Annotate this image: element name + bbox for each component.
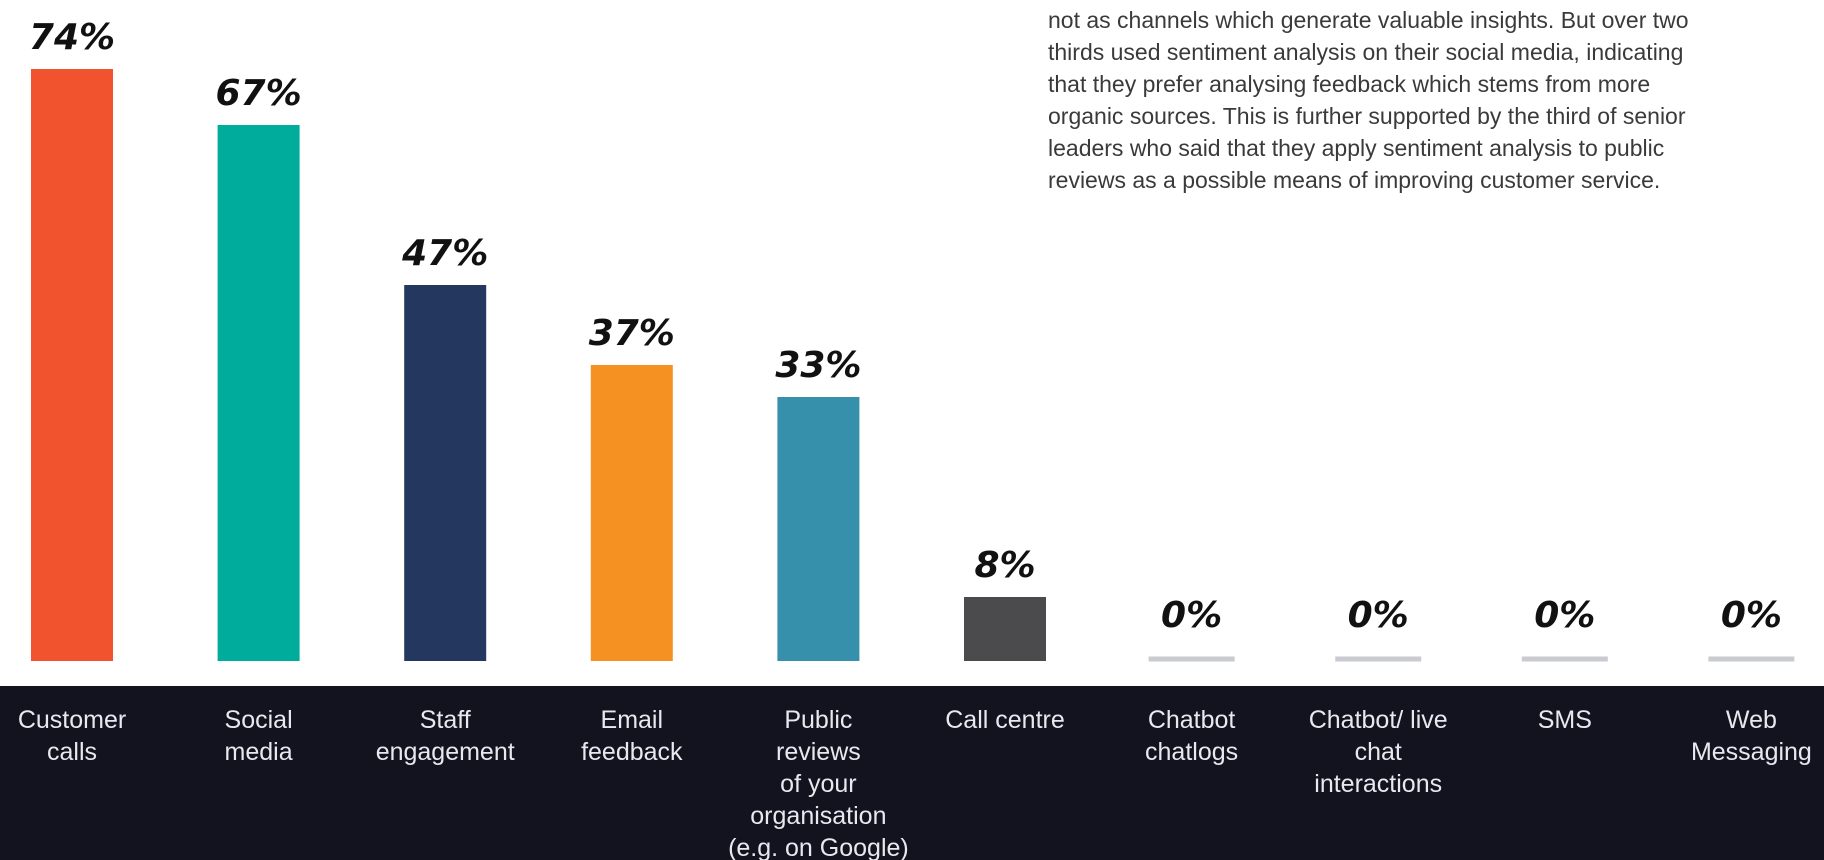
x-tick-label: Customer calls [18, 706, 126, 766]
note-line: not as channels which generate valuable … [1048, 7, 1689, 33]
value-label: 67% [216, 73, 302, 114]
bar [217, 125, 300, 661]
bar [404, 285, 487, 661]
value-label: 0% [1348, 595, 1409, 636]
x-tick-label: Staff engagement [376, 706, 515, 766]
bar [777, 397, 860, 661]
note-line: thirds used sentiment analysis on their … [1048, 39, 1683, 65]
x-tick-label: Social media [225, 706, 293, 766]
category-band [0, 686, 1824, 860]
x-tick-label: Web Messaging [1691, 706, 1812, 766]
value-label: 0% [1721, 595, 1782, 636]
note-line: leaders who said that they apply sentime… [1048, 135, 1664, 161]
x-tick-label: Email feedback [581, 706, 683, 766]
value-label: 37% [589, 313, 675, 354]
x-tick-label: Chatbot/ live chat interactions [1309, 706, 1448, 798]
x-tick-label: Public reviews of your organisation (e.g. on… [728, 706, 909, 860]
value-label: 47% [401, 233, 488, 274]
note-line: that they prefer analysing feedback whic… [1048, 71, 1650, 97]
x-tick-label: SMS [1538, 706, 1592, 734]
bar [590, 365, 673, 661]
value-label: 33% [775, 345, 861, 386]
x-tick-label: Chatbot chatlogs [1145, 706, 1238, 766]
note-line: reviews as a possible means of improving… [1048, 167, 1660, 193]
bar [31, 69, 113, 661]
value-label: 0% [1161, 595, 1222, 636]
note-line: organic sources. This is further support… [1048, 103, 1686, 129]
x-tick-label: Call centre [945, 706, 1065, 734]
bar [964, 597, 1046, 661]
value-label: 74% [29, 17, 115, 58]
value-label: 0% [1534, 595, 1595, 636]
value-label: 8% [974, 545, 1035, 586]
